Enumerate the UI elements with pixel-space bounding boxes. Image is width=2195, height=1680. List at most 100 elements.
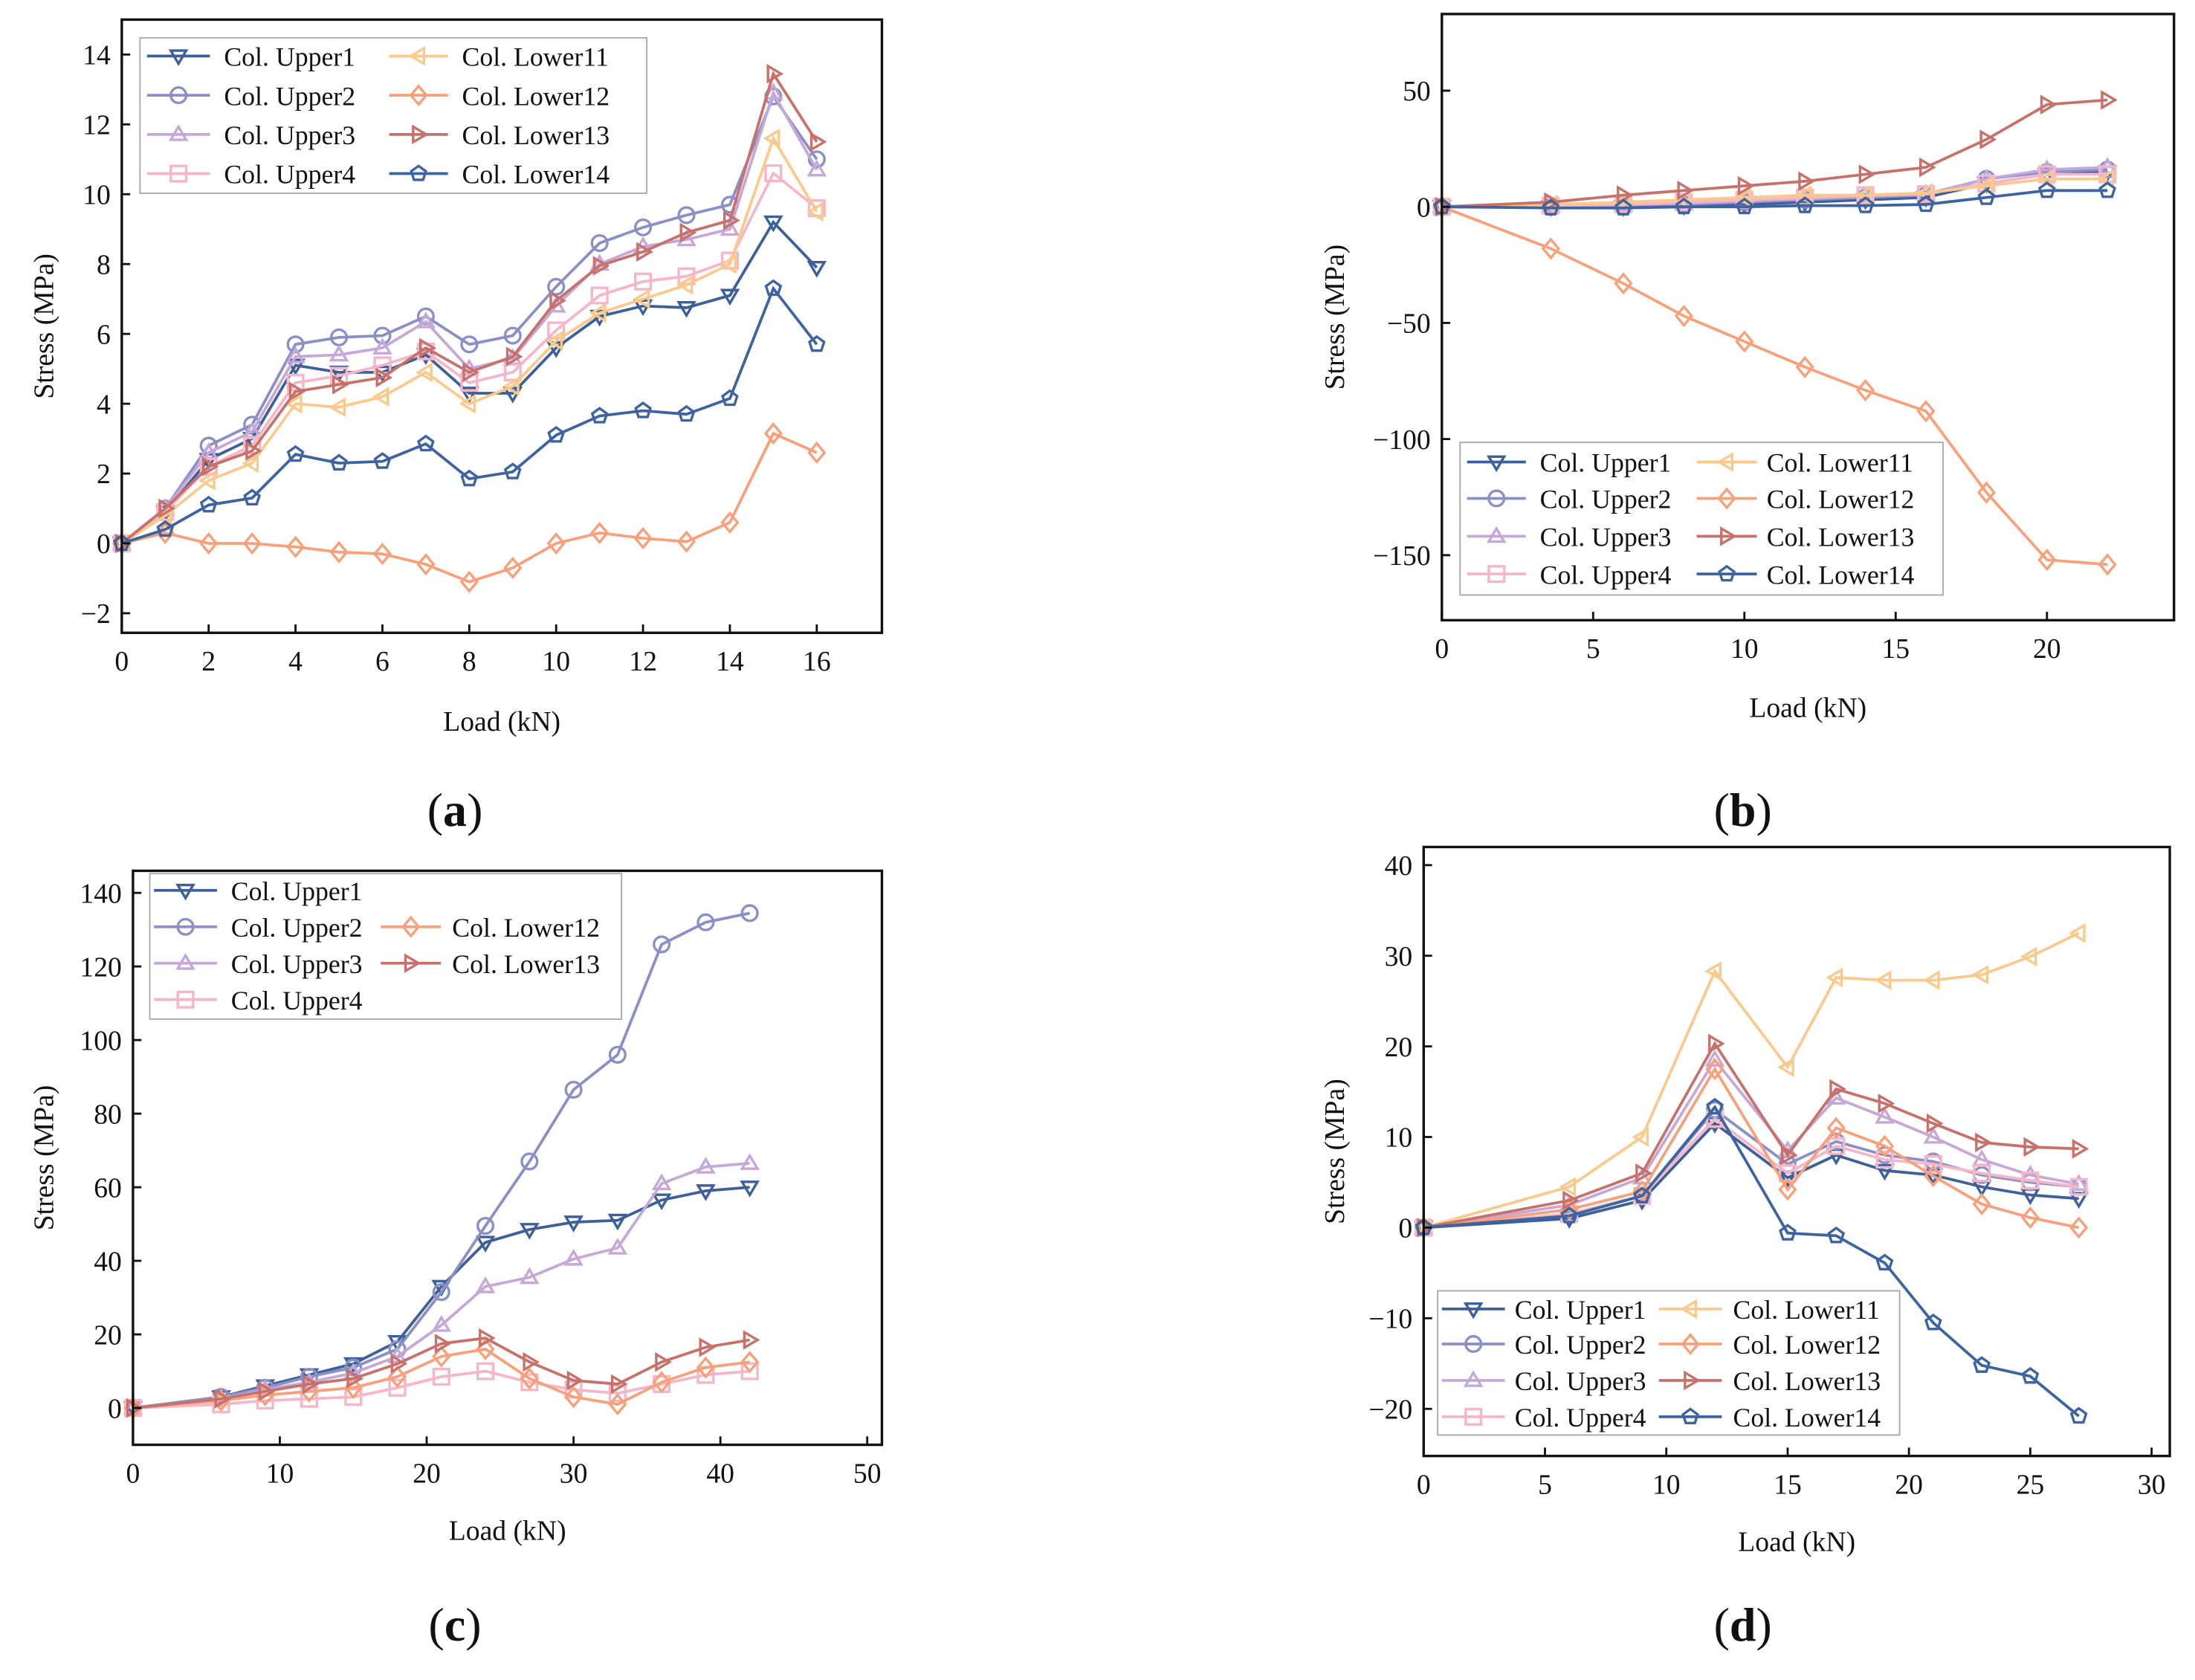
data-point [242, 453, 259, 474]
data-point [1973, 1356, 1991, 1373]
x-tick-label: 0 [126, 1458, 140, 1489]
x-tick-label: 5 [1538, 1469, 1552, 1500]
series-col-lower12 [1432, 196, 2117, 576]
x-tick-label: 4 [288, 646, 303, 677]
data-point [696, 913, 715, 931]
legend-item: Col. Lower14 [1696, 560, 1915, 589]
data-point [590, 233, 609, 253]
data-point [2020, 1206, 2040, 1230]
data-point [460, 335, 479, 354]
x-tick-label: 10 [1652, 1469, 1681, 1500]
data-point [807, 441, 827, 464]
data-point [547, 277, 566, 296]
legend-item: Col. Upper2 [1467, 485, 1671, 514]
legend-label: Col. Upper4 [1540, 560, 1672, 589]
data-point [1798, 171, 1815, 192]
data-point [634, 401, 652, 419]
data-point [502, 376, 520, 396]
data-point [1972, 1192, 1991, 1215]
data-point [1614, 198, 1632, 216]
legend-marker-icon [409, 84, 428, 107]
legend-item: Col. Lower13 [1658, 1366, 1881, 1396]
data-point [1737, 175, 1755, 196]
legend-marker-icon [169, 86, 188, 105]
data-point [2021, 1366, 2040, 1384]
data-point [286, 335, 305, 354]
data-point [651, 1173, 672, 1191]
data-point [634, 272, 653, 291]
series-line [1441, 98, 2108, 209]
data-point [610, 1374, 628, 1395]
y-tick-label: 20 [94, 1319, 122, 1351]
data-point [677, 206, 696, 224]
panel-label: d [1730, 1598, 1756, 1651]
legend-label: Col. Lower13 [462, 120, 610, 150]
legend-box [1437, 1290, 1901, 1436]
panel-caption: (b) [1714, 784, 1772, 836]
data-point [1875, 1150, 1894, 1169]
legend-marker-icon [1684, 1370, 1701, 1391]
y-tick-label: −10 [1368, 1304, 1412, 1335]
legend-label: Col. Lower12 [1733, 1330, 1881, 1360]
data-point [652, 1371, 671, 1394]
data-point [1878, 1093, 1895, 1114]
x-tick-label: 14 [716, 646, 744, 677]
legend-marker-icon [408, 46, 426, 66]
legend-item: Col. Upper3 [154, 949, 363, 979]
legend-marker-icon [1486, 526, 1507, 543]
x-tick-label: 2 [201, 646, 216, 677]
data-point [651, 1193, 672, 1211]
legend-label: Col. Lower14 [1767, 560, 1915, 589]
data-point [503, 326, 522, 345]
caption-paren-open: ( [1714, 784, 1730, 836]
legend-item: Col. Lower13 [1696, 523, 1914, 552]
data-point [503, 556, 523, 579]
data-point [476, 1217, 495, 1235]
data-point [329, 397, 346, 418]
caption-paren-close: ) [1756, 1598, 1772, 1651]
legend-item: Col. Lower12 [1696, 485, 1914, 514]
y-tick-label: 120 [80, 952, 121, 983]
data-point [740, 1362, 759, 1380]
legend-item: Col. Upper3 [1467, 523, 1671, 552]
series-col-lower12 [112, 421, 827, 593]
y-tick-label: 10 [83, 179, 111, 210]
data-point [199, 495, 218, 513]
data-point [1826, 1117, 1846, 1140]
caption-paren-close: ) [467, 784, 482, 836]
data-point [416, 311, 436, 329]
data-point [806, 201, 824, 222]
legend-label: Col. Upper1 [231, 876, 363, 906]
data-point [720, 511, 740, 534]
legend-box [149, 873, 623, 1021]
data-point [432, 1283, 450, 1302]
legend-item: Col. Lower14 [1658, 1403, 1881, 1432]
data-point [1777, 1057, 1794, 1077]
data-point [1924, 1155, 1942, 1174]
data-point [475, 1235, 496, 1253]
series-line [120, 93, 818, 545]
y-tick-label: 0 [97, 529, 111, 560]
x-axis-label: Load (kN) [443, 706, 560, 737]
data-point [1858, 164, 1876, 184]
data-point [809, 132, 827, 152]
x-tick-label: 50 [853, 1458, 882, 1489]
data-point [520, 1267, 540, 1285]
legend-marker-icon [169, 164, 188, 183]
legend-item: Col. Upper4 [146, 160, 355, 190]
data-point [155, 505, 172, 526]
data-point [1562, 1190, 1580, 1211]
legend-item: Col. Lower11 [1658, 1295, 1880, 1325]
data-point [505, 346, 523, 367]
legend-marker-icon [1464, 1334, 1483, 1354]
x-tick-label: 0 [1435, 633, 1449, 665]
series-line [121, 285, 818, 545]
data-point [1705, 1058, 1724, 1081]
data-point [285, 346, 306, 364]
data-point [608, 1393, 627, 1416]
legend-item: Col. Lower13 [381, 949, 600, 979]
legend-label: Col. Upper4 [224, 160, 355, 190]
series-col-lower13 [1435, 90, 2118, 217]
data-point [592, 256, 610, 276]
data-point [740, 904, 759, 923]
